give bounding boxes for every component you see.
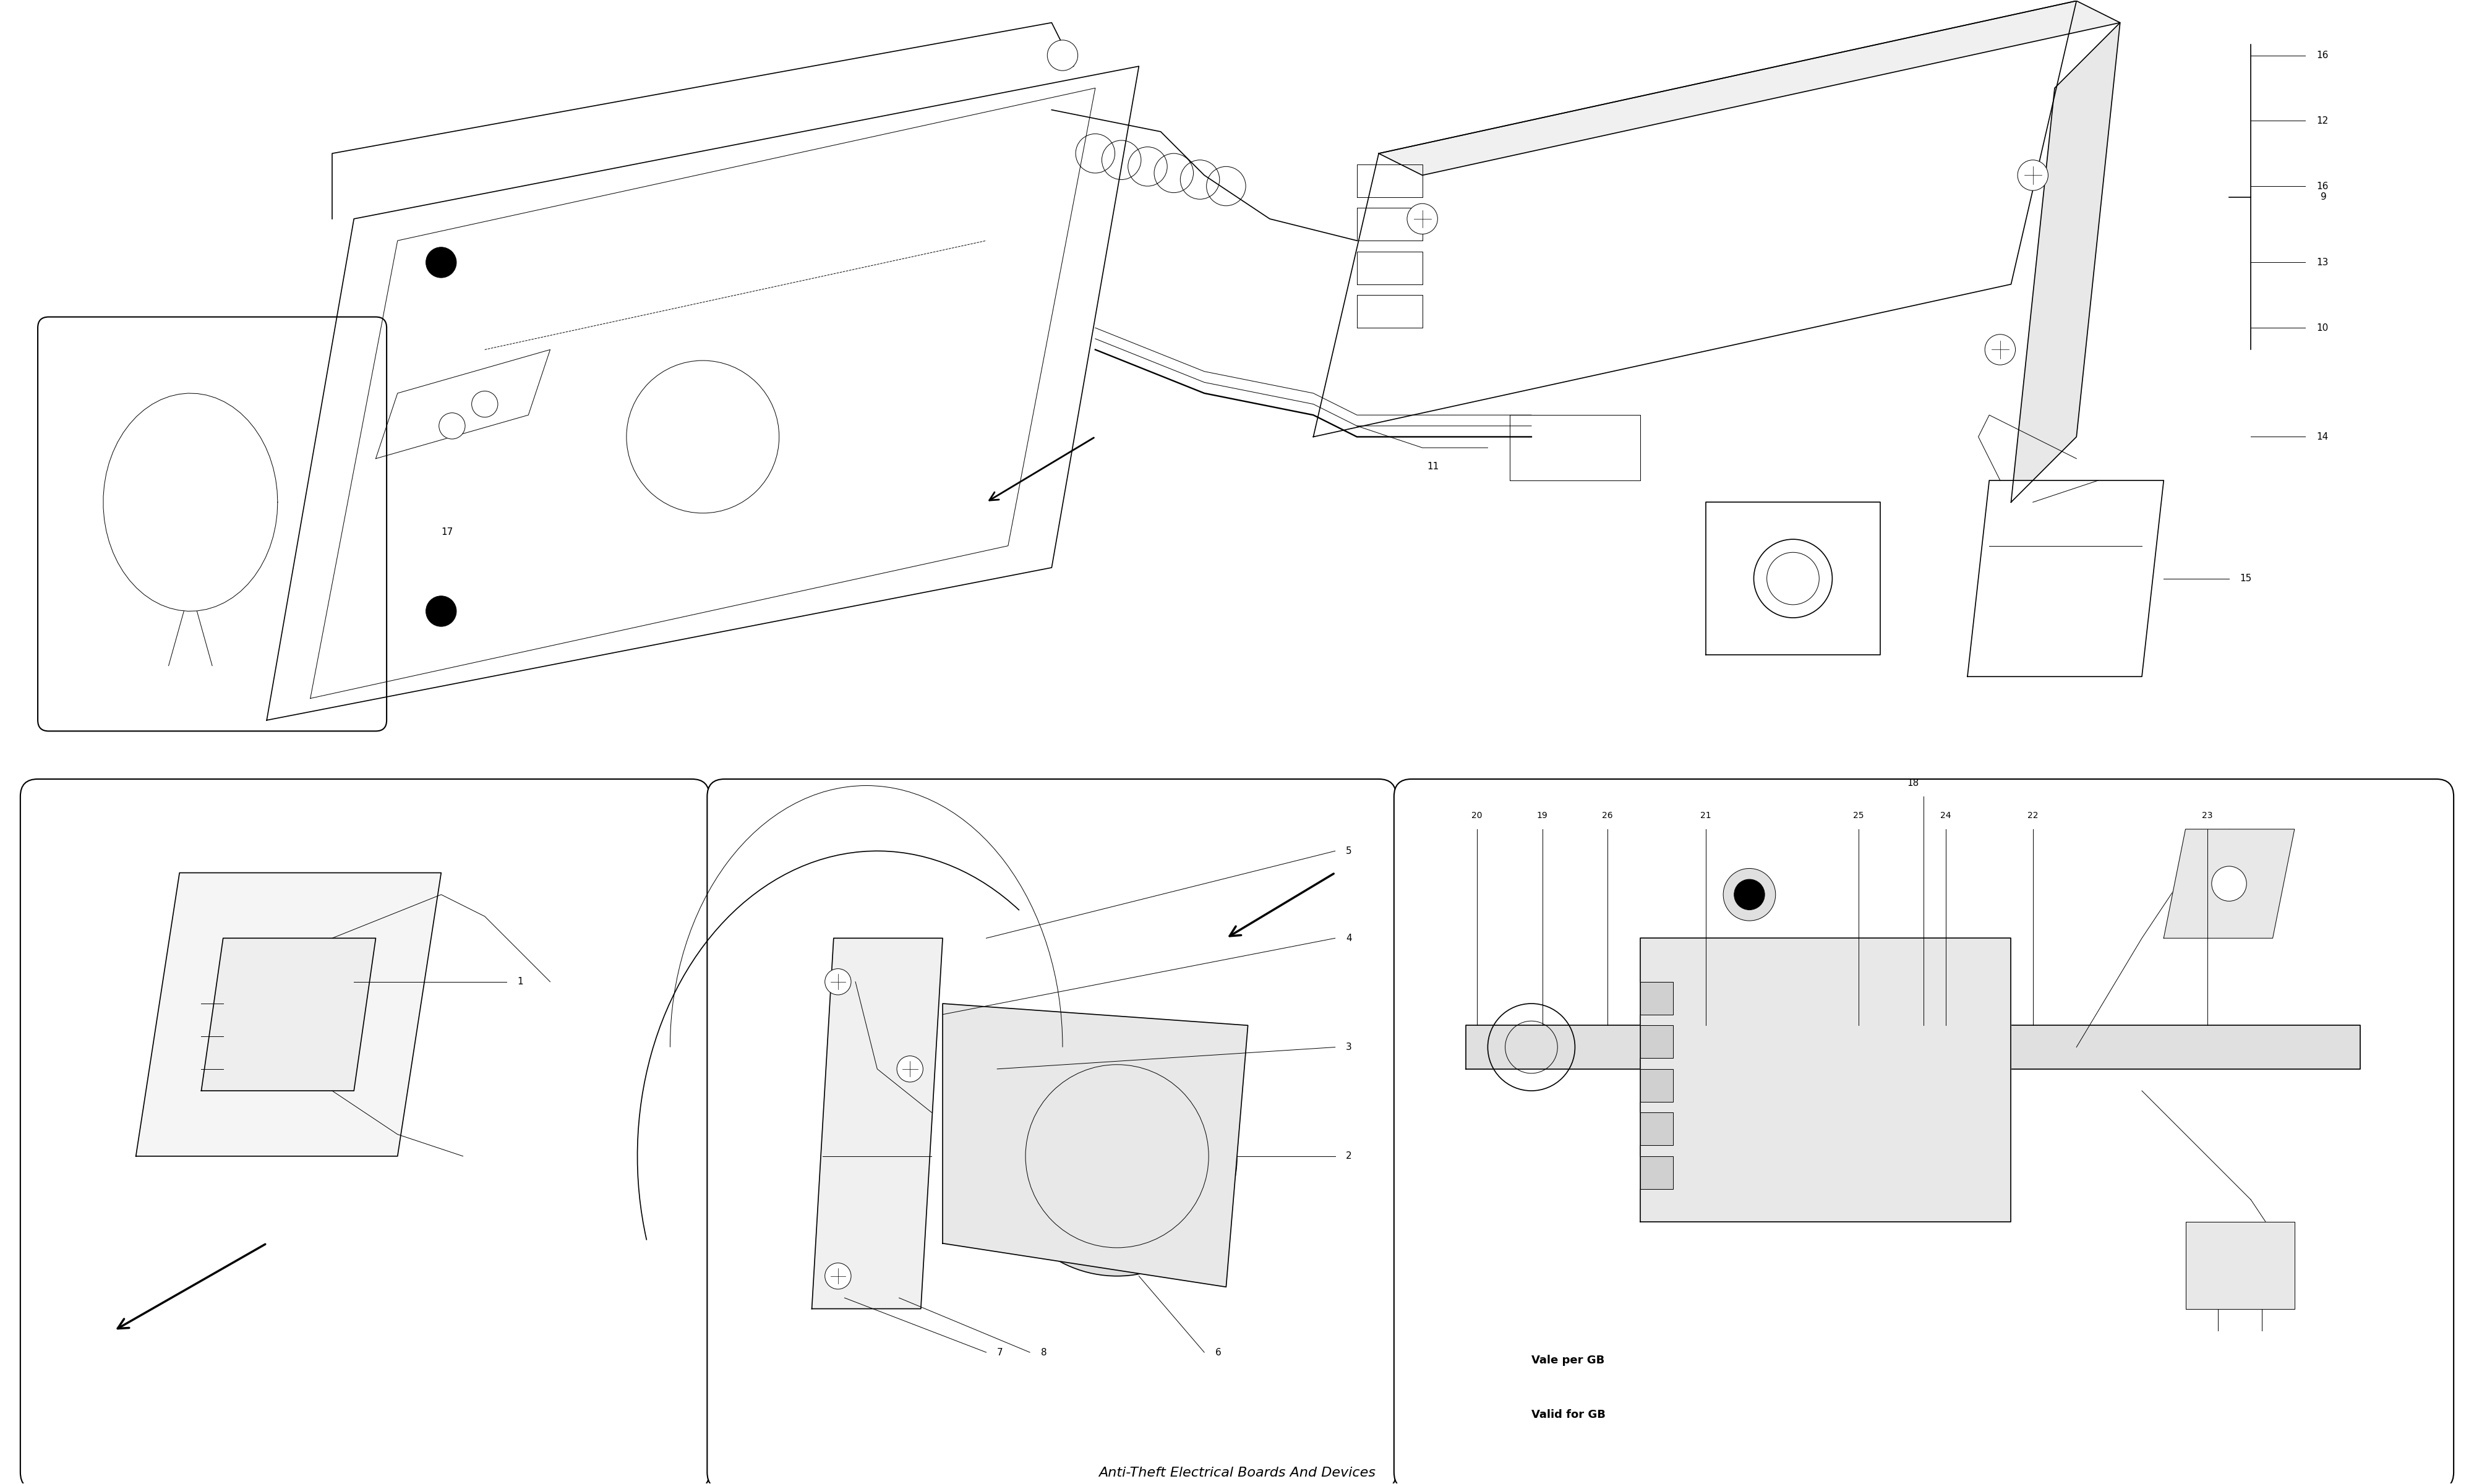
Text: 23: 23 [2202,812,2212,821]
Circle shape [473,392,497,417]
Circle shape [1724,868,1776,920]
Polygon shape [136,873,440,1156]
Polygon shape [1640,1068,1672,1101]
Text: 15: 15 [2239,574,2251,583]
Text: 16: 16 [2316,181,2328,191]
Circle shape [1408,203,1437,234]
Polygon shape [1967,481,2165,677]
Text: Valid for GB: Valid for GB [1531,1410,1606,1420]
Circle shape [1047,40,1079,71]
Text: 17: 17 [440,527,453,537]
Polygon shape [1640,1156,1672,1189]
Circle shape [1984,334,2016,365]
Circle shape [438,413,465,439]
Text: 5: 5 [1346,846,1351,856]
Circle shape [824,969,851,994]
Polygon shape [1705,502,1880,654]
FancyBboxPatch shape [20,779,710,1484]
Text: 1: 1 [517,976,524,987]
Text: 25: 25 [1853,812,1863,821]
Text: 6: 6 [1215,1347,1222,1356]
Text: 18: 18 [1907,778,1920,788]
Text: 19: 19 [1536,812,1549,821]
Text: 7: 7 [997,1347,1002,1356]
Text: 16: 16 [2316,50,2328,59]
Text: 20: 20 [1472,812,1482,821]
Polygon shape [811,938,943,1309]
Text: 11: 11 [1427,462,1440,472]
Circle shape [1734,880,1764,910]
Polygon shape [2011,22,2120,502]
Circle shape [824,1263,851,1290]
Circle shape [426,597,455,626]
Text: 12: 12 [2316,116,2328,125]
FancyBboxPatch shape [708,779,1395,1484]
Circle shape [2212,867,2246,901]
Polygon shape [1467,1025,2360,1068]
FancyBboxPatch shape [37,318,386,732]
Text: 22: 22 [2026,812,2039,821]
Text: 2: 2 [1346,1152,1351,1160]
Polygon shape [200,938,376,1091]
Text: 4: 4 [1346,933,1351,942]
Polygon shape [1314,1,2076,436]
Polygon shape [1640,1025,1672,1058]
Text: 13: 13 [2316,258,2328,267]
Circle shape [426,248,455,278]
Text: Anti-Theft Electrical Boards And Devices: Anti-Theft Electrical Boards And Devices [1098,1466,1376,1478]
Text: 24: 24 [1940,812,1952,821]
Text: 8: 8 [1042,1347,1047,1356]
Circle shape [2019,160,2048,190]
Polygon shape [943,1003,1247,1287]
Polygon shape [1640,938,2011,1221]
Circle shape [997,1036,1237,1276]
Circle shape [898,1057,923,1082]
Text: 21: 21 [1700,812,1712,821]
Text: 26: 26 [1603,812,1613,821]
Text: 14: 14 [2316,432,2328,441]
Polygon shape [1640,982,1672,1015]
FancyBboxPatch shape [1393,779,2454,1484]
Polygon shape [2165,830,2293,938]
Polygon shape [1640,1113,1672,1146]
Text: 10: 10 [2316,324,2328,332]
Text: 3: 3 [1346,1043,1353,1052]
Polygon shape [1378,1,2120,175]
Text: Vale per GB: Vale per GB [1531,1355,1606,1365]
Polygon shape [2185,1221,2293,1309]
Text: 9: 9 [2321,193,2326,202]
